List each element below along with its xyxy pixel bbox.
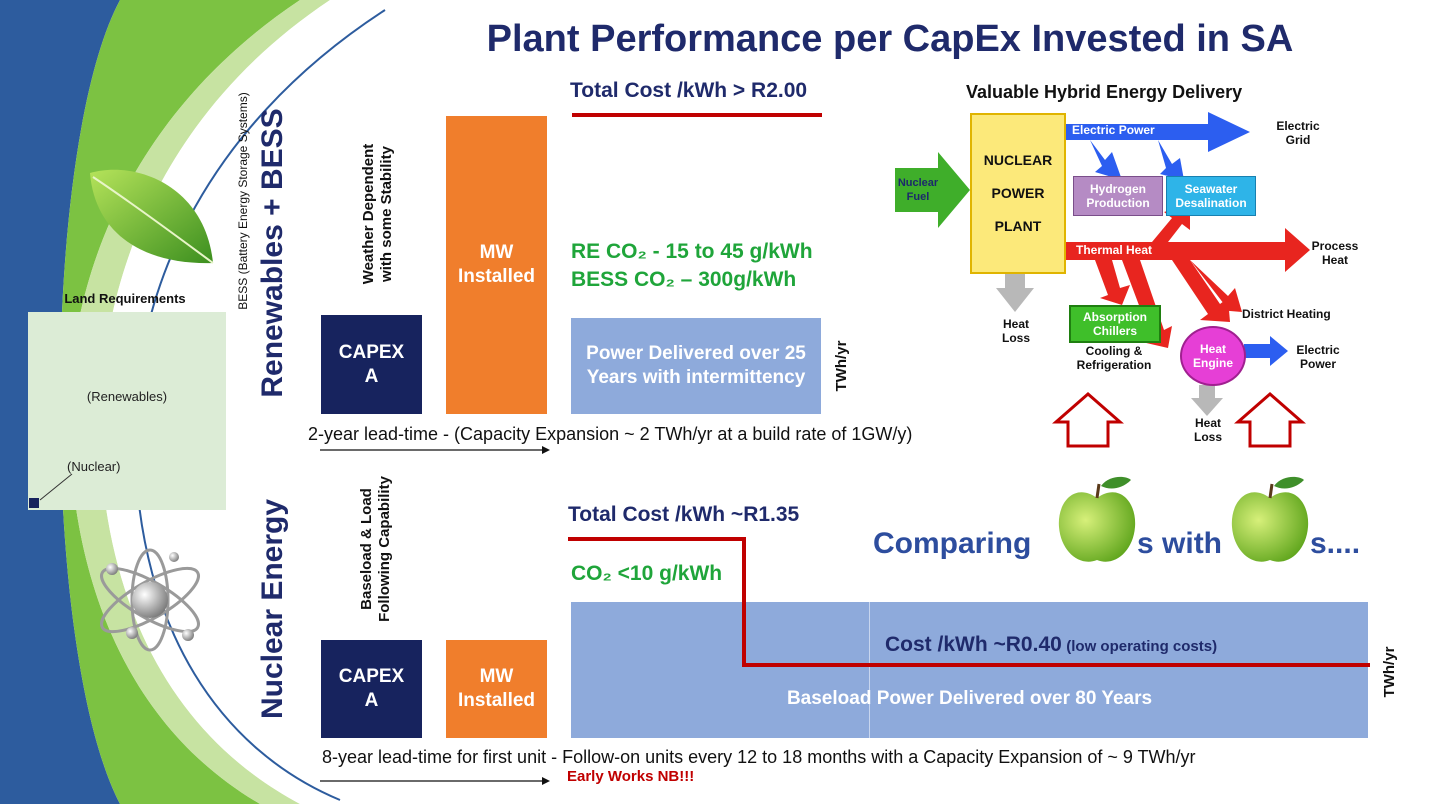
nuclear-lead-time: 8-year lead-time for first unit - Follow…	[322, 747, 1196, 767]
land-area-renewables	[28, 312, 226, 510]
process-heat-line1: Process	[1311, 239, 1359, 253]
renewables-power-box: Power Delivered over 25 Years with interm…	[571, 318, 821, 414]
plant-line2: POWER	[991, 185, 1045, 201]
renewables-unit: TWh/yr	[833, 340, 850, 392]
renewables-cost-line	[572, 113, 822, 117]
nuclear-fuel-label: Nuclear Fuel	[895, 172, 941, 208]
engine-electric-power-label: Electric Power	[1290, 342, 1346, 372]
land-nuclear-label: (Nuclear)	[67, 459, 121, 474]
page-title: Plant Performance per CapEx Invested in …	[486, 18, 1294, 60]
nuclear-power-divider	[869, 602, 870, 738]
nuclear-mw-line1: MW	[479, 666, 514, 687]
cooling-refrigeration-label: Cooling & Refrigeration	[1062, 343, 1166, 373]
renewables-capex-box: CAPEX A	[321, 315, 422, 414]
land-renewables-label: (Renewables)	[86, 389, 168, 404]
engine-heat-loss-label: Heat Loss	[1186, 415, 1230, 445]
renewables-total-cost: Total Cost /kWh > R2.00	[570, 79, 808, 102]
renewables-capex-line2: A	[364, 365, 379, 387]
hybrid-title: Valuable Hybrid Energy Delivery	[966, 82, 1243, 102]
comparing-word1: Comparing	[873, 527, 1032, 560]
apple-icon-1	[1058, 476, 1136, 562]
engine-loss-line1: Heat	[1194, 416, 1221, 430]
hybrid-arrows	[895, 112, 1310, 448]
heat-loss-line1: Heat	[1002, 317, 1029, 331]
hydrogen-line2: Production	[1086, 196, 1150, 210]
bess-note: BESS (Battery Energy Storage Systems)	[236, 92, 250, 310]
heat-engine-line1: Heat	[1199, 342, 1226, 356]
renewables-dependency-line1: Weather Dependent	[360, 143, 377, 285]
heat-loss-line2: Loss	[1001, 331, 1030, 345]
nuclear-fuel-line1: Nuclear	[897, 177, 939, 189]
nuclear-total-cost: Total Cost /kWh ~R1.35	[568, 503, 800, 526]
absorption-line2: Chillers	[1092, 324, 1137, 338]
nuclear-capex-line1: CAPEX	[338, 666, 405, 687]
renewables-power-line2: Years with intermittency	[586, 367, 806, 388]
cooling-line1: Cooling &	[1085, 344, 1143, 358]
nuclear-cost-line	[568, 537, 1370, 667]
heat-loss-label: Heat Loss	[992, 316, 1040, 346]
renewables-re-co2: RE CO₂ - 15 to 45 g/kWh	[571, 240, 813, 263]
nuclear-fuel-line2: Fuel	[906, 191, 930, 203]
nuclear-power-box	[571, 602, 1368, 738]
district-heating-label: District Heating	[1242, 307, 1331, 321]
hydrogen-line1: Hydrogen	[1089, 182, 1146, 196]
seawater-desalination-box: Seawater Desalination	[1166, 176, 1256, 216]
renewables-dependency-line2: with some Stability	[378, 146, 395, 282]
engine-power-line2: Power	[1299, 357, 1336, 371]
nuclear-power-text: Baseload Power Delivered over 80 Years	[786, 688, 1153, 709]
renewables-lead-time: 2-year lead-time - (Capacity Expansion ~…	[308, 424, 913, 444]
renewables-mw-line1: MW	[479, 242, 514, 263]
seawater-line2: Desalination	[1175, 196, 1247, 210]
comparing-word2: s with	[1137, 527, 1223, 560]
land-nuclear-pointer	[39, 473, 73, 501]
process-heat-line2: Heat	[1321, 253, 1348, 267]
renewables-mw-line2: Installed	[457, 266, 536, 287]
thermal-heat-label: Thermal Heat	[1076, 243, 1153, 257]
electric-grid-label: Electric Grid	[1270, 118, 1326, 148]
plant-line1: NUCLEAR	[983, 152, 1053, 168]
nuclear-co2: CO₂ <10 g/kWh	[571, 562, 723, 585]
nuclear-power-plant-box: NUCLEAR POWER PLANT	[970, 113, 1066, 274]
nuclear-capex-line2: A	[364, 690, 379, 711]
nuclear-mw-line2: Installed	[457, 690, 536, 711]
engine-loss-line2: Loss	[1193, 430, 1222, 444]
land-area-nuclear	[29, 498, 39, 508]
heat-engine-line2: Engine	[1192, 356, 1233, 370]
apple-icon-2	[1231, 476, 1309, 562]
renewables-timeline-arrow	[320, 446, 550, 454]
nuclear-mw-box: MW Installed	[446, 640, 547, 738]
absorption-line1: Absorption	[1083, 310, 1147, 324]
nuclear-operating-note: (low operating costs)	[1066, 638, 1218, 655]
nuclear-unit: TWh/yr	[1381, 646, 1398, 698]
electric-grid-line1: Electric	[1276, 119, 1320, 133]
nuclear-capex-box: CAPEX A	[321, 640, 422, 738]
nuclear-side-title: Nuclear Energy	[256, 498, 289, 720]
atom-icon	[100, 548, 200, 652]
land-requirements-heading: Land Requirements	[64, 291, 186, 306]
leaf-icon	[90, 169, 214, 264]
nuclear-timeline-arrow	[320, 777, 550, 785]
nuclear-operating-cost: Cost /kWh ~R0.40	[885, 633, 1062, 656]
early-works-note: Early Works NB!!!	[567, 768, 695, 785]
renewables-capex-line1: CAPEX	[338, 341, 405, 363]
heat-engine-box: Heat Engine	[1180, 326, 1246, 386]
cooling-line2: Refrigeration	[1076, 358, 1152, 372]
engine-power-line1: Electric	[1296, 343, 1340, 357]
renewables-bess-co2: BESS CO₂ – 300g/kWh	[571, 268, 797, 291]
nuclear-capability-line1: Baseload & Load	[358, 488, 375, 610]
renewables-mw-box: MW Installed	[446, 116, 547, 414]
electric-grid-line2: Grid	[1285, 133, 1311, 147]
nuclear-capability-line2: Following Capability	[376, 476, 393, 622]
plant-line3: PLANT	[994, 218, 1042, 234]
seawater-line1: Seawater	[1184, 182, 1238, 196]
absorption-chillers-box: Absorption Chillers	[1069, 305, 1161, 343]
nuclear-operating-cost-row: Cost /kWh ~R0.40 (low operating costs)	[885, 633, 1217, 657]
renewables-power-line1: Power Delivered over 25	[586, 343, 806, 364]
process-heat-label: Process Heat	[1302, 238, 1368, 268]
hydrogen-production-box: Hydrogen Production	[1073, 176, 1163, 216]
renewables-side-title: Renewables + BESS	[256, 108, 289, 398]
comparing-word3: s....	[1310, 527, 1361, 560]
electric-power-label: Electric Power	[1072, 123, 1155, 137]
